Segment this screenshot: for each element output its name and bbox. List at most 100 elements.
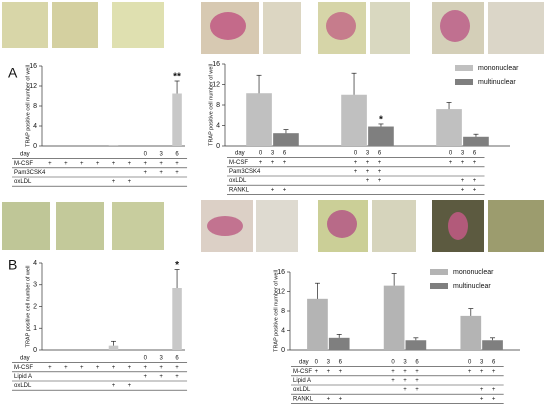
bar [108,145,119,146]
table-row-label: day [299,360,309,366]
legend-swatch [455,65,473,71]
condition-mark: + [175,365,179,371]
condition-mark: + [449,160,453,166]
bar [172,288,182,350]
micrograph [370,2,410,54]
condition-mark: + [339,369,343,375]
condition-mark: + [366,160,370,166]
y-tick-label: 0 [281,347,285,354]
legend-swatch [455,79,473,85]
error-bar [490,337,496,341]
day-label: 3 [159,356,163,362]
condition-mark: + [128,179,132,185]
legend-label: mononuclear [478,65,519,72]
micrograph [56,202,104,250]
micrograph [372,200,416,252]
y-tick-label: 8 [281,308,285,315]
condition-mark: + [128,365,132,371]
error-bar [336,334,342,338]
condition-mark: + [283,160,287,166]
condition-mark: + [473,160,477,166]
micrograph [263,2,301,54]
y-tick-label: 4 [216,122,220,129]
condition-mark: + [64,365,68,371]
day-label: 0 [259,151,263,157]
table-row-label: day [20,356,30,362]
y-axis-label: TRAP positive cell number of well [273,270,279,352]
table-row-label: oxLDL [14,383,32,389]
condition-mark: + [144,365,148,371]
condition-mark: + [175,170,179,176]
bar [436,109,462,146]
bar [246,93,272,146]
error-bar [446,102,452,110]
condition-mark: + [339,396,343,402]
day-label: 3 [327,360,331,366]
table-row-label: M-CSF [293,369,312,375]
condition-mark: + [112,383,116,389]
condition-mark: + [366,178,370,184]
significance-label: * [379,115,383,126]
condition-mark: + [473,187,477,193]
table-row-label: day [20,152,30,158]
condition-mark: + [461,160,465,166]
condition-mark: + [327,369,331,375]
legend-label: multinuclear [453,283,491,290]
condition-mark: + [378,178,382,184]
y-tick-label: 16 [212,61,220,68]
table-row-label: RANKL [229,187,250,193]
condition-mark: + [492,396,496,402]
table-row-label: day [235,151,245,157]
day-label: 6 [339,360,343,366]
table-row-label: oxLDL [229,178,247,184]
bar [273,133,299,146]
day-label: 6 [175,356,179,362]
panel-label: A [8,65,18,81]
error-bar [174,80,180,94]
condition-mark: + [461,178,465,184]
day-label: 3 [480,360,484,366]
condition-mark: + [144,170,148,176]
error-bar [111,340,116,346]
micrograph [2,2,48,48]
error-bar [378,123,384,127]
condition-mark: + [128,383,132,389]
day-label: 0 [354,151,358,157]
condition-mark: + [112,179,116,185]
condition-mark: + [391,369,395,375]
y-tick-label: 12 [277,288,285,295]
condition-mark: + [175,161,179,167]
micrographs [2,2,544,252]
legend-swatch [430,269,448,275]
condition-mark: + [480,387,484,393]
condition-mark: + [112,161,116,167]
bar [463,136,489,146]
condition-mark: + [415,369,419,375]
day-label: 3 [271,151,275,157]
table-row-label: RANKL [293,396,314,402]
condition-mark: + [159,161,163,167]
condition-mark: + [159,170,163,176]
condition-mark: + [403,387,407,393]
condition-mark: + [64,161,68,167]
cell [440,10,470,42]
error-bar [283,129,289,134]
condition-mark: + [48,365,52,371]
cell [210,12,246,40]
table-row-label: M-CSF [14,365,33,371]
condition-mark: + [378,169,382,175]
error-bar [314,282,320,299]
y-tick-label: 12 [212,81,220,88]
condition-mark: + [468,369,472,375]
day-label: 6 [492,360,496,366]
condition-mark: + [391,378,395,384]
micrograph [488,2,544,54]
bar [172,93,182,146]
cell [327,210,357,238]
day-label: 3 [461,151,465,157]
condition-mark: + [80,161,84,167]
legend-label: multinuclear [478,79,516,86]
bar [368,126,394,146]
table-row-label: oxLDL [14,179,32,185]
error-bar [256,74,262,94]
